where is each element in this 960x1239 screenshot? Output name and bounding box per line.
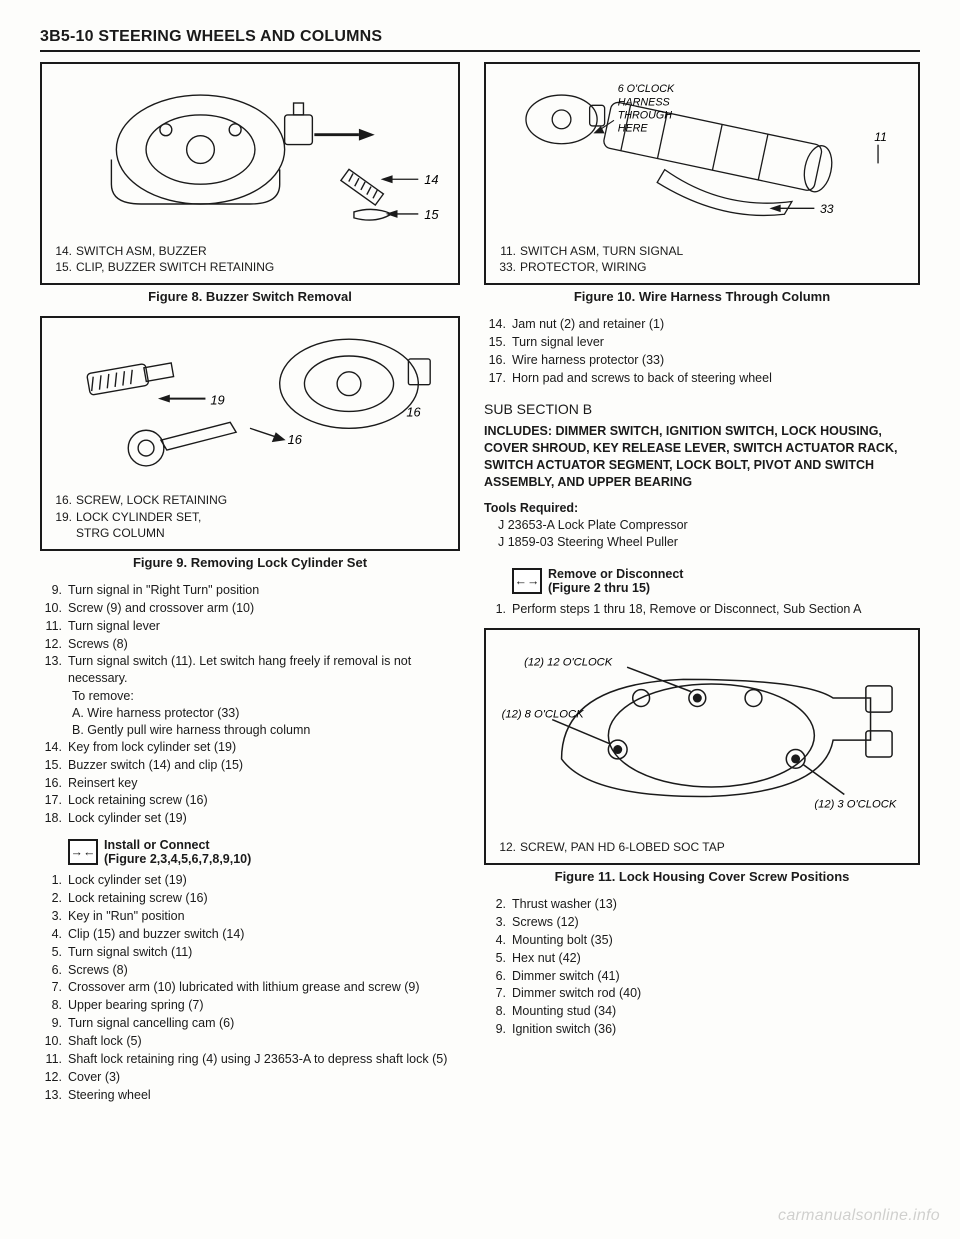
svg-text:THROUGH: THROUGH — [618, 109, 673, 121]
two-column-layout: 14 15 14.SWITCH ASM, BUZZER 15.CLIP, BUZ… — [40, 62, 920, 1105]
figure-11-svg: (12) 12 O'CLOCK (12) 8 O'CLOCK (12) 3 O'… — [496, 638, 908, 833]
remove-icon: ←→ — [512, 568, 542, 594]
remove-disconnect-box: ←→ Remove or Disconnect (Figure 2 thru 1… — [512, 567, 683, 595]
sub-section-b-head: SUB SECTION B — [484, 401, 920, 417]
tools-required: Tools Required: J 23653-A Lock Plate Com… — [484, 500, 920, 551]
svg-text:(12) 12 O'CLOCK: (12) 12 O'CLOCK — [524, 656, 613, 668]
svg-text:6 O'CLOCK: 6 O'CLOCK — [618, 83, 675, 95]
svg-text:16: 16 — [288, 432, 303, 447]
svg-text:33: 33 — [820, 202, 834, 216]
figure-9-caption: Figure 9. Removing Lock Cylinder Set — [40, 555, 460, 570]
figure-10-legend: 11.SWITCH ASM, TURN SIGNAL 33.PROTECTOR,… — [496, 243, 908, 275]
svg-text:11: 11 — [874, 130, 887, 144]
right-steps-a: 14.Jam nut (2) and retainer (1) 15.Turn … — [484, 316, 920, 387]
install-connect-box: →← Install or Connect (Figure 2,3,4,5,6,… — [68, 838, 251, 866]
figure-9-legend: 16.SCREW, LOCK RETAINING 19.LOCK CYLINDE… — [52, 492, 448, 541]
left-steps-a: 9.Turn signal in "Right Turn" position 1… — [40, 582, 460, 827]
figure-10-caption: Figure 10. Wire Harness Through Column — [484, 289, 920, 304]
svg-text:HARNESS: HARNESS — [618, 96, 671, 108]
right-column: 6 O'CLOCK HARNESS THROUGH HERE 11 33 11.… — [484, 62, 920, 1105]
svg-text:14: 14 — [424, 172, 438, 187]
figure-8-box: 14 15 14.SWITCH ASM, BUZZER 15.CLIP, BUZ… — [40, 62, 460, 285]
figure-11-image: (12) 12 O'CLOCK (12) 8 O'CLOCK (12) 3 O'… — [496, 638, 908, 833]
left-column: 14 15 14.SWITCH ASM, BUZZER 15.CLIP, BUZ… — [40, 62, 460, 1105]
figure-8-image: 14 15 — [52, 72, 448, 237]
svg-text:(12) 3 O'CLOCK: (12) 3 O'CLOCK — [814, 798, 896, 810]
figure-11-box: (12) 12 O'CLOCK (12) 8 O'CLOCK (12) 3 O'… — [484, 628, 920, 865]
figure-8-legend: 14.SWITCH ASM, BUZZER 15.CLIP, BUZZER SW… — [52, 243, 448, 275]
left-install-steps: 1.Lock cylinder set (19) 2.Lock retainin… — [40, 872, 460, 1103]
figure-8-caption: Figure 8. Buzzer Switch Removal — [40, 289, 460, 304]
sub-section-b-para: INCLUDES: DIMMER SWITCH, IGNITION SWITCH… — [484, 423, 920, 491]
page-header: 3B5-10 STEERING WHEELS AND COLUMNS — [40, 28, 920, 52]
figure-10-box: 6 O'CLOCK HARNESS THROUGH HERE 11 33 11.… — [484, 62, 920, 285]
install-icon: →← — [68, 839, 98, 865]
svg-text:HERE: HERE — [618, 123, 649, 135]
figure-9-svg: 19 16 16 — [52, 326, 448, 486]
watermark: carmanualsonline.info — [778, 1207, 940, 1225]
figure-9-image: 19 16 16 — [52, 326, 448, 486]
svg-text:16: 16 — [406, 405, 421, 420]
figure-10-svg: 6 O'CLOCK HARNESS THROUGH HERE 11 33 — [496, 72, 908, 237]
figure-11-legend: 12.SCREW, PAN HD 6-LOBED SOC TAP — [496, 839, 908, 855]
right-steps-b: 1.Perform steps 1 thru 18, Remove or Dis… — [484, 601, 920, 618]
figure-9-box: 19 16 16 16.SCREW, LOCK RETAINING 19.LOC… — [40, 316, 460, 551]
svg-text:15: 15 — [424, 207, 439, 222]
right-steps-c: 2.Thrust washer (13) 3.Screws (12) 4.Mou… — [484, 896, 920, 1038]
figure-8-svg: 14 15 — [52, 72, 448, 237]
figure-11-caption: Figure 11. Lock Housing Cover Screw Posi… — [484, 869, 920, 884]
figure-10-image: 6 O'CLOCK HARNESS THROUGH HERE 11 33 — [496, 72, 908, 237]
svg-text:(12) 8 O'CLOCK: (12) 8 O'CLOCK — [502, 709, 584, 721]
svg-text:19: 19 — [210, 393, 224, 408]
page: 3B5-10 STEERING WHEELS AND COLUMNS — [0, 0, 960, 1239]
